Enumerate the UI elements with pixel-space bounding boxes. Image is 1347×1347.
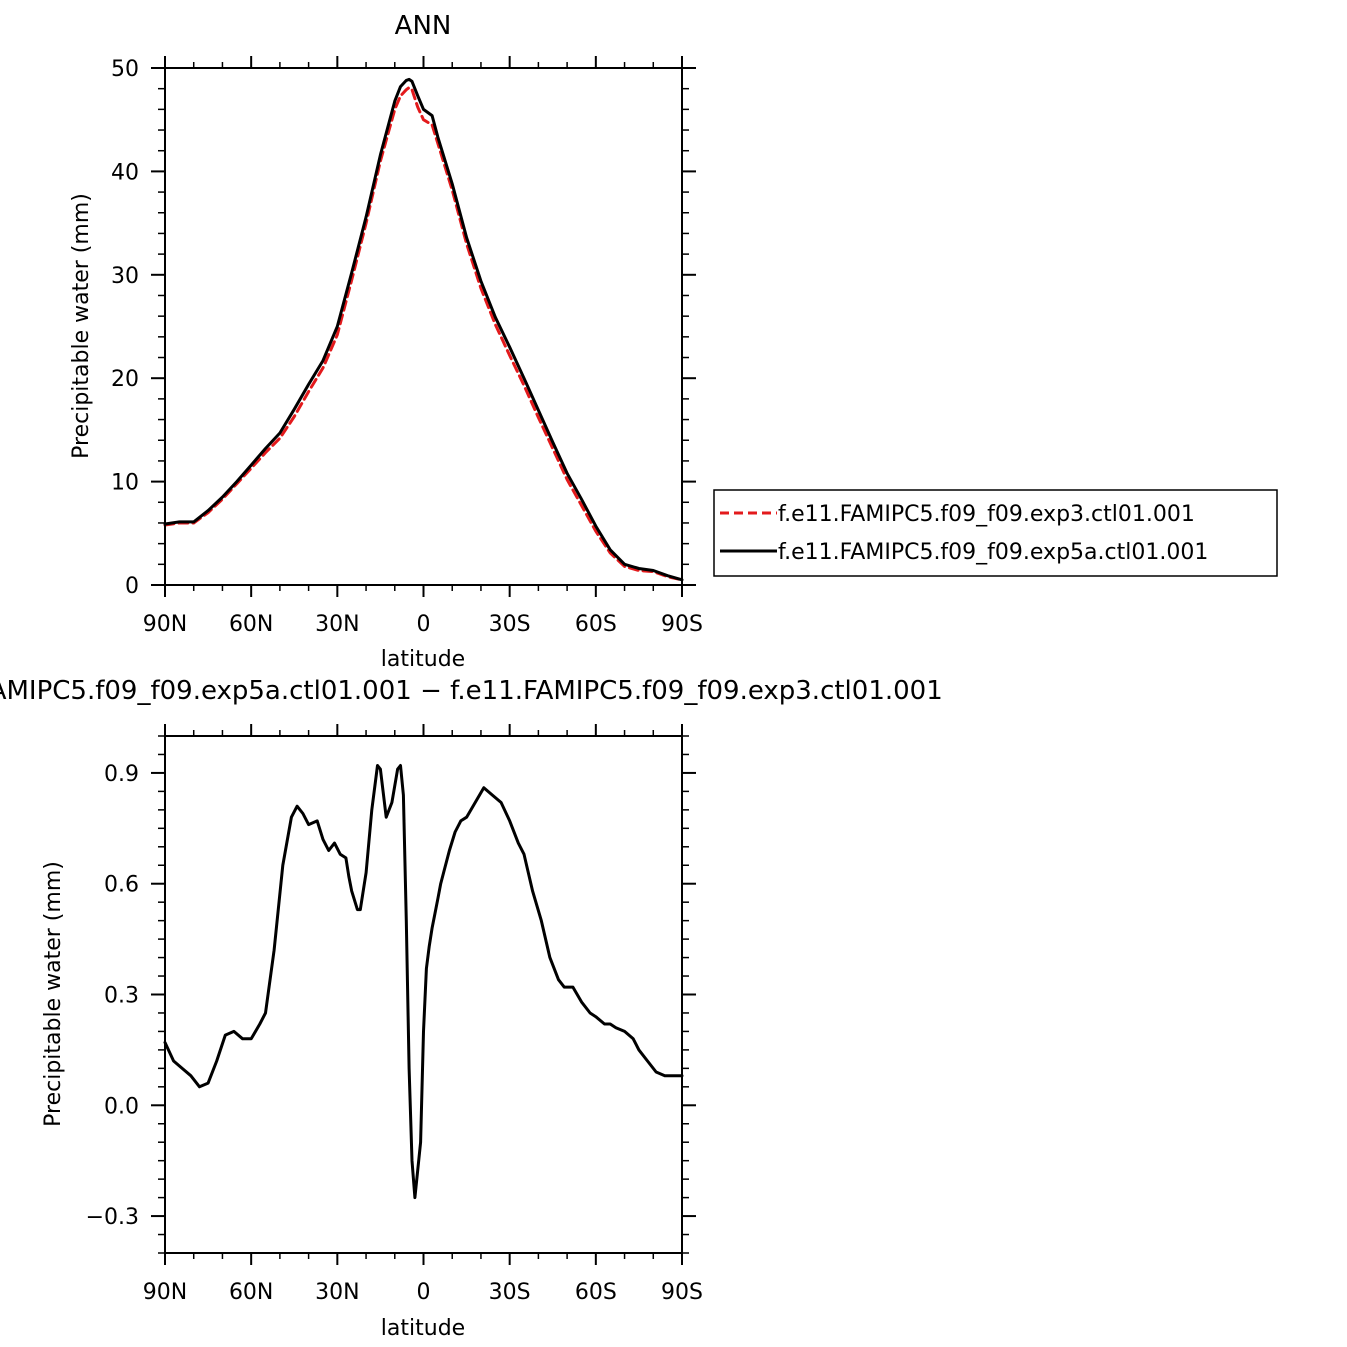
series-line-1 [163,86,684,582]
y-tick-label: 0 [125,574,139,599]
legend: f.e11.FAMIPC5.f09_f09.exp3.ctl01.001 f.e… [713,489,1278,577]
series-line-2 [163,77,684,582]
chart-title: f.e11.FAMIPC5.f09_f09.exp5a.ctl01.001 − … [0,676,943,706]
series-lines [163,764,684,1200]
x-tick-label: 30S [489,612,531,637]
x-tick-label: 60N [229,612,273,637]
x-tick-label: 90S [661,1280,703,1305]
x-tick-label: 90N [143,1280,187,1305]
y-tick-label: 50 [111,57,139,82]
y-axis-label: Precipitable water (mm) [69,193,94,459]
y-tick-labels: −0.3 0.0 0.3 0.6 0.9 [86,762,139,1230]
legend-label-exp5a: f.e11.FAMIPC5.f09_f09.exp5a.ctl01.001 [778,540,1208,565]
y-tick-label: 0.6 [104,873,139,898]
tick-marks [151,56,696,597]
y-tick-label: 30 [111,264,139,289]
x-tick-label: 60S [575,1280,617,1305]
y-tick-labels: 0 10 20 30 40 50 [111,57,139,599]
x-tick-labels: 90N 60N 30N 0 30S 60S 90S [143,612,703,637]
series-lines [163,77,684,582]
x-axis-label: latitude [381,647,465,672]
x-tick-label: 30S [489,1280,531,1305]
x-tick-label: 60S [575,612,617,637]
y-tick-label: 10 [111,471,139,496]
x-tick-label: 90S [661,612,703,637]
series-line-1 [163,764,684,1200]
y-tick-label: 0.3 [104,984,139,1009]
panel-difference: f.e11.FAMIPC5.f09_f09.exp5a.ctl01.001 − … [0,676,943,1341]
chart-title: ANN [395,11,452,41]
x-tick-label: 0 [417,612,431,637]
x-axis-label: latitude [381,1316,465,1341]
legend-box [713,489,1278,577]
x-tick-label: 60N [229,1280,273,1305]
legend-label-exp3: f.e11.FAMIPC5.f09_f09.exp3.ctl01.001 [778,502,1195,527]
y-tick-label: −0.3 [86,1205,139,1230]
y-tick-label: 0.9 [104,762,139,787]
x-tick-label: 0 [417,1280,431,1305]
panel-annual-mean: ANN Precipitable water (mm) latitude 90N… [69,11,1278,672]
y-tick-label: 40 [111,160,139,185]
y-tick-label: 0.0 [104,1094,139,1119]
plot-frame [164,67,683,586]
x-tick-labels: 90N 60N 30N 0 30S 60S 90S [143,1280,703,1305]
x-tick-label: 30N [315,612,359,637]
y-axis-label: Precipitable water (mm) [41,861,66,1127]
plot-frame [164,735,683,1254]
tick-marks [151,724,696,1265]
x-tick-label: 90N [143,612,187,637]
x-tick-label: 30N [315,1280,359,1305]
y-tick-label: 20 [111,367,139,392]
